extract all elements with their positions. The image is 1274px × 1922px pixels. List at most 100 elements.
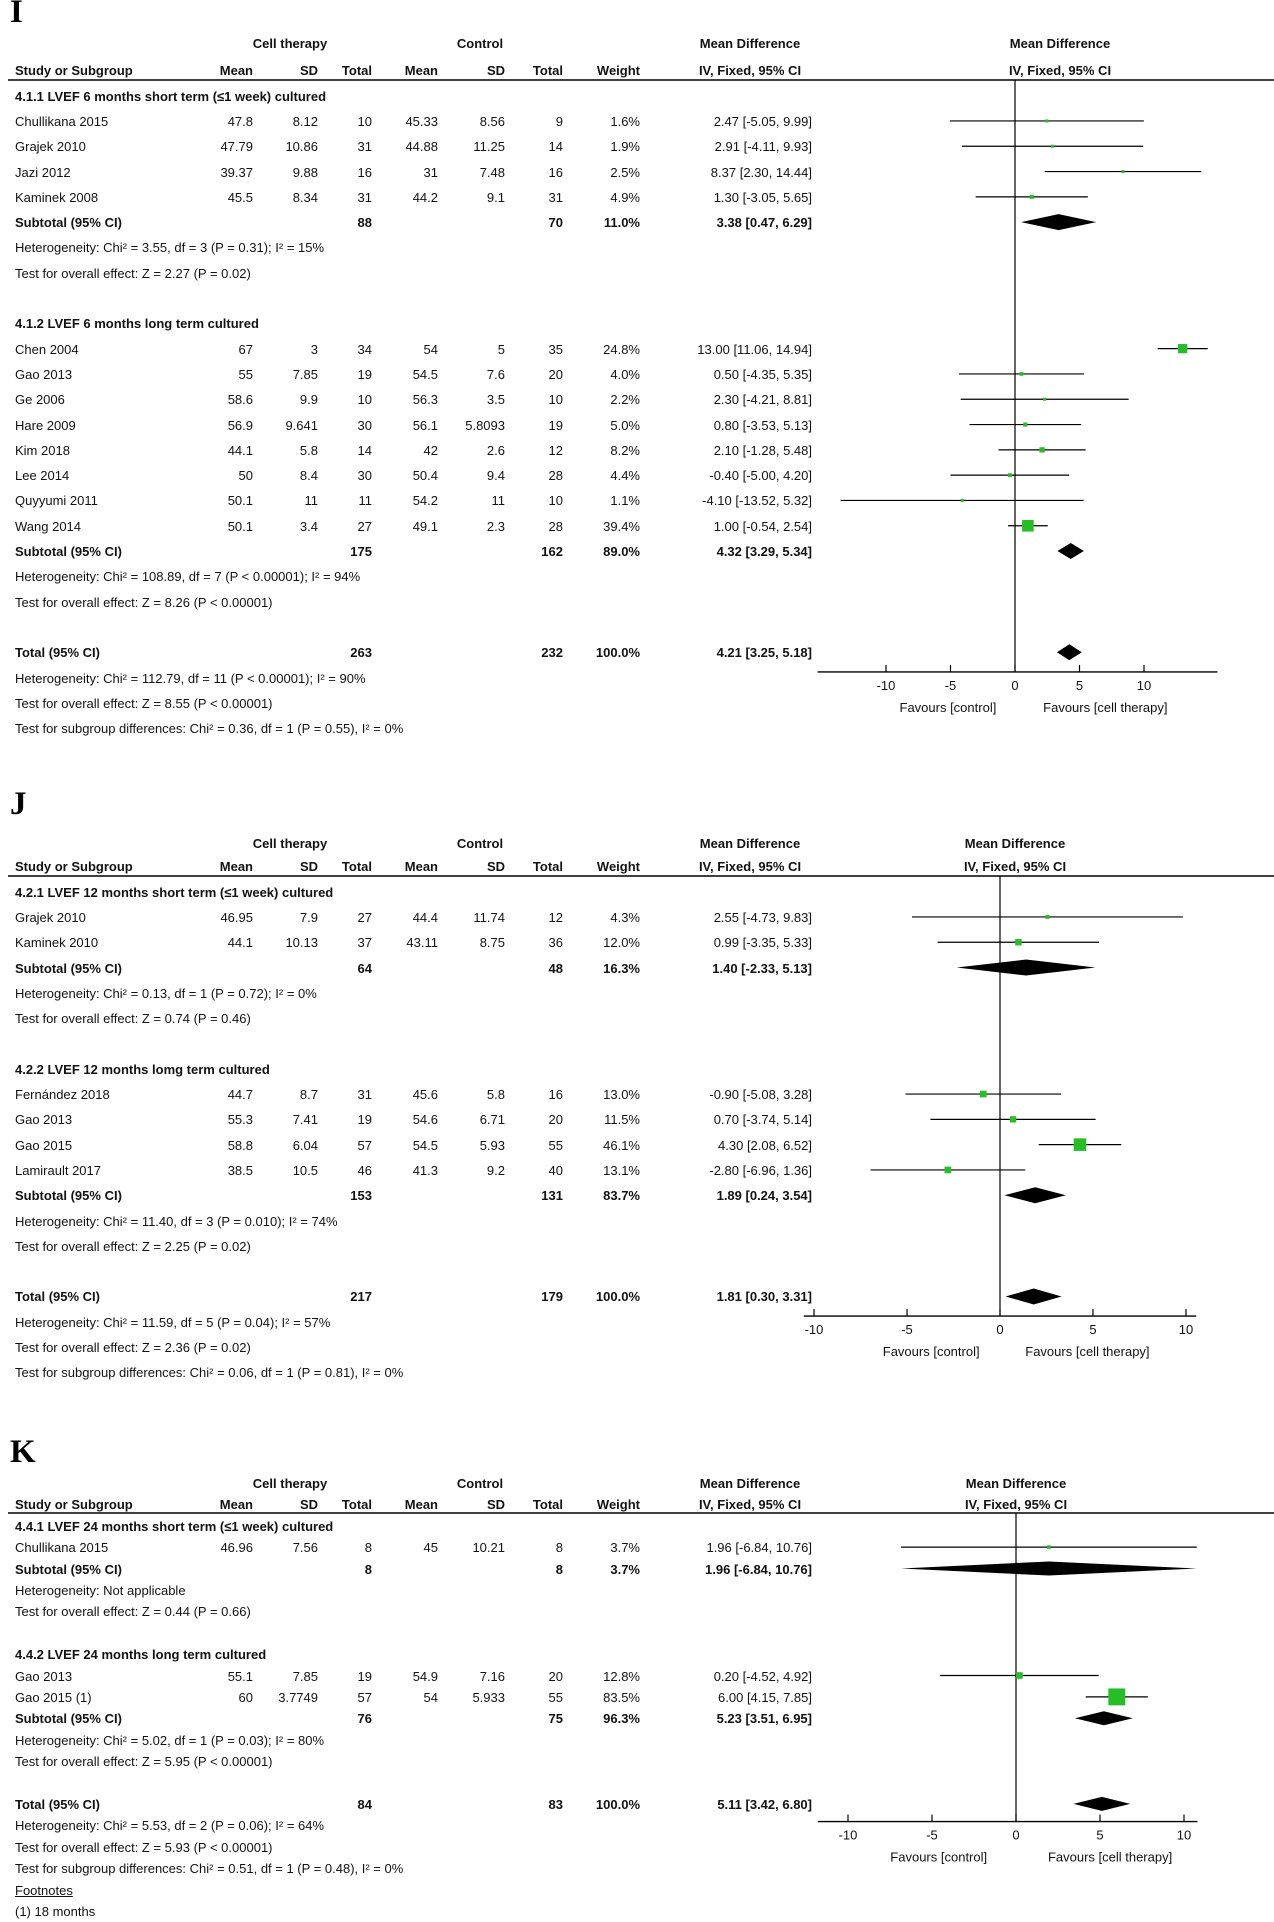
group-header-cell-therapy: Cell therapy (252, 1476, 328, 1491)
axis-tick-label: -10 (877, 678, 896, 693)
ci-text: 0.20 [-4.52, 4.92] (713, 1668, 812, 1684)
cell-value: 3.4 (299, 518, 318, 534)
cell-value: 8.34 (292, 189, 318, 205)
section-title: 4.2.1 LVEF 12 months short term (≤1 week… (15, 884, 334, 900)
cell-value: 16 (357, 164, 372, 180)
cell-value: 36 (548, 935, 563, 951)
cell-value: 10.21 (472, 1540, 505, 1556)
cell-value: 54 (423, 341, 438, 357)
cell-value: 19 (357, 366, 372, 382)
cell-value: 19 (548, 417, 563, 433)
cell-value: 44.4 (412, 909, 438, 925)
effect-square (1019, 372, 1024, 376)
cell-value: 83 (548, 1796, 563, 1812)
effect-square (1045, 915, 1050, 919)
cell-value: 27 (357, 518, 372, 534)
plot-header-method: IV, Fixed, 95% CI (1008, 63, 1112, 78)
note-row: Test for overall effect: Z = 0.74 (P = 0… (15, 1011, 251, 1027)
col-header-mean: Mean (404, 1497, 438, 1512)
cell-value: 8.12 (292, 113, 318, 129)
col-header-mean: Mean (219, 63, 253, 78)
effect-square (1039, 447, 1045, 453)
col-header-ci: IV, Fixed, 95% CI (698, 1497, 802, 1512)
cell-value: 12 (548, 442, 563, 458)
axis-tick-label: 5 (1089, 1322, 1096, 1337)
study-name: Gao 2013 (15, 1668, 73, 1684)
cell-value: 8 (555, 1561, 563, 1577)
cell-value: 5.93 (479, 1137, 505, 1153)
cell-value: 5 (497, 341, 505, 357)
col-header-total: Total (532, 63, 563, 78)
group-header-control: Control (456, 836, 504, 851)
col-header-sd: SD (486, 63, 505, 78)
note-row: Heterogeneity: Not applicable (15, 1582, 186, 1598)
cell-value: 44.2 (412, 189, 438, 205)
cell-value: 3 (310, 341, 318, 357)
effect-square (1023, 422, 1028, 427)
total-label: Total (95% CI) (15, 1289, 100, 1305)
cell-value: 19 (357, 1668, 372, 1684)
cell-value: 2.5% (610, 164, 640, 180)
effect-square (1178, 344, 1188, 354)
cell-value: 16.3% (603, 960, 640, 976)
cell-value: 43.11 (406, 935, 438, 951)
note-row: Heterogeneity: Chi² = 3.55, df = 3 (P = … (15, 240, 325, 256)
study-name: Gao 2015 (1) (15, 1689, 92, 1705)
cell-value: 20 (548, 366, 563, 382)
cell-value: 4.3% (610, 909, 640, 925)
col-header-total: Total (341, 1497, 372, 1512)
effect-square (1022, 519, 1034, 532)
effect-square (979, 1090, 987, 1098)
ci-text: 1.96 [-6.84, 10.76] (705, 1561, 812, 1577)
cell-value: 89.0% (603, 544, 640, 560)
study-name: Hare 2009 (15, 417, 76, 433)
cell-value: 11.5% (604, 1112, 640, 1128)
cell-value: 70 (548, 215, 563, 231)
cell-value: 16 (548, 164, 563, 180)
study-name: Lee 2014 (15, 468, 70, 484)
axis-tick-label: -5 (901, 1322, 913, 1337)
col-header-total: Total (532, 859, 563, 874)
cell-value: 50.1 (227, 518, 253, 534)
cell-value: 55 (548, 1689, 563, 1705)
effect-square (1007, 473, 1012, 478)
favours-right-label: Favours [cell therapy] (1025, 1344, 1149, 1359)
study-name: Chullikana 2015 (15, 113, 109, 129)
axis-tick-label: 5 (1096, 1828, 1103, 1843)
cell-value: 45.5 (227, 189, 253, 205)
cell-value: 31 (548, 189, 563, 205)
ci-text: 1.40 [-2.33, 5.13] (712, 960, 812, 976)
note-row: Heterogeneity: Chi² = 11.40, df = 3 (P =… (15, 1213, 338, 1229)
cell-value: 45.33 (405, 113, 438, 129)
plot-header-mean-difference: Mean Difference (965, 1476, 1067, 1491)
study-name: Gao 2013 (15, 366, 73, 382)
subtotal-label: Subtotal (95% CI) (15, 544, 122, 560)
note-row: Heterogeneity: Chi² = 5.02, df = 1 (P = … (15, 1732, 325, 1748)
cell-value: 84 (357, 1796, 372, 1812)
cell-value: 2.3 (486, 518, 505, 534)
cell-value: 56.1 (412, 417, 438, 433)
subtotal-label: Subtotal (95% CI) (15, 215, 122, 231)
cell-value: 44.7 (227, 1087, 253, 1103)
cell-value: 100.0% (595, 1289, 640, 1305)
cell-value: 12.8% (603, 1668, 640, 1684)
ci-text: 13.00 [11.06, 14.94] (697, 341, 812, 357)
cell-value: 10 (548, 493, 563, 509)
cell-value: 75 (548, 1711, 563, 1727)
cell-value: 7.41 (292, 1112, 318, 1128)
cell-value: 27 (357, 909, 372, 925)
cell-value: 31 (357, 189, 372, 205)
ci-text: 2.55 [-4.73, 9.83] (713, 909, 812, 925)
cell-value: 50 (238, 468, 253, 484)
cell-value: 11 (491, 493, 506, 509)
ci-text: 3.38 [0.47, 6.29] (716, 215, 812, 231)
group-header-cell-therapy: Cell therapy (252, 36, 328, 51)
cell-value: 40 (548, 1162, 563, 1178)
effect-square (960, 498, 964, 502)
cell-value: 60 (238, 1689, 253, 1705)
cell-value: 83.5% (603, 1689, 640, 1705)
cell-value: 8.7 (299, 1087, 318, 1103)
ci-text: 6.00 [4.15, 7.85] (718, 1689, 812, 1705)
col-header-sd: SD (486, 1497, 505, 1512)
ci-text: 4.21 [3.25, 5.18] (716, 645, 812, 661)
